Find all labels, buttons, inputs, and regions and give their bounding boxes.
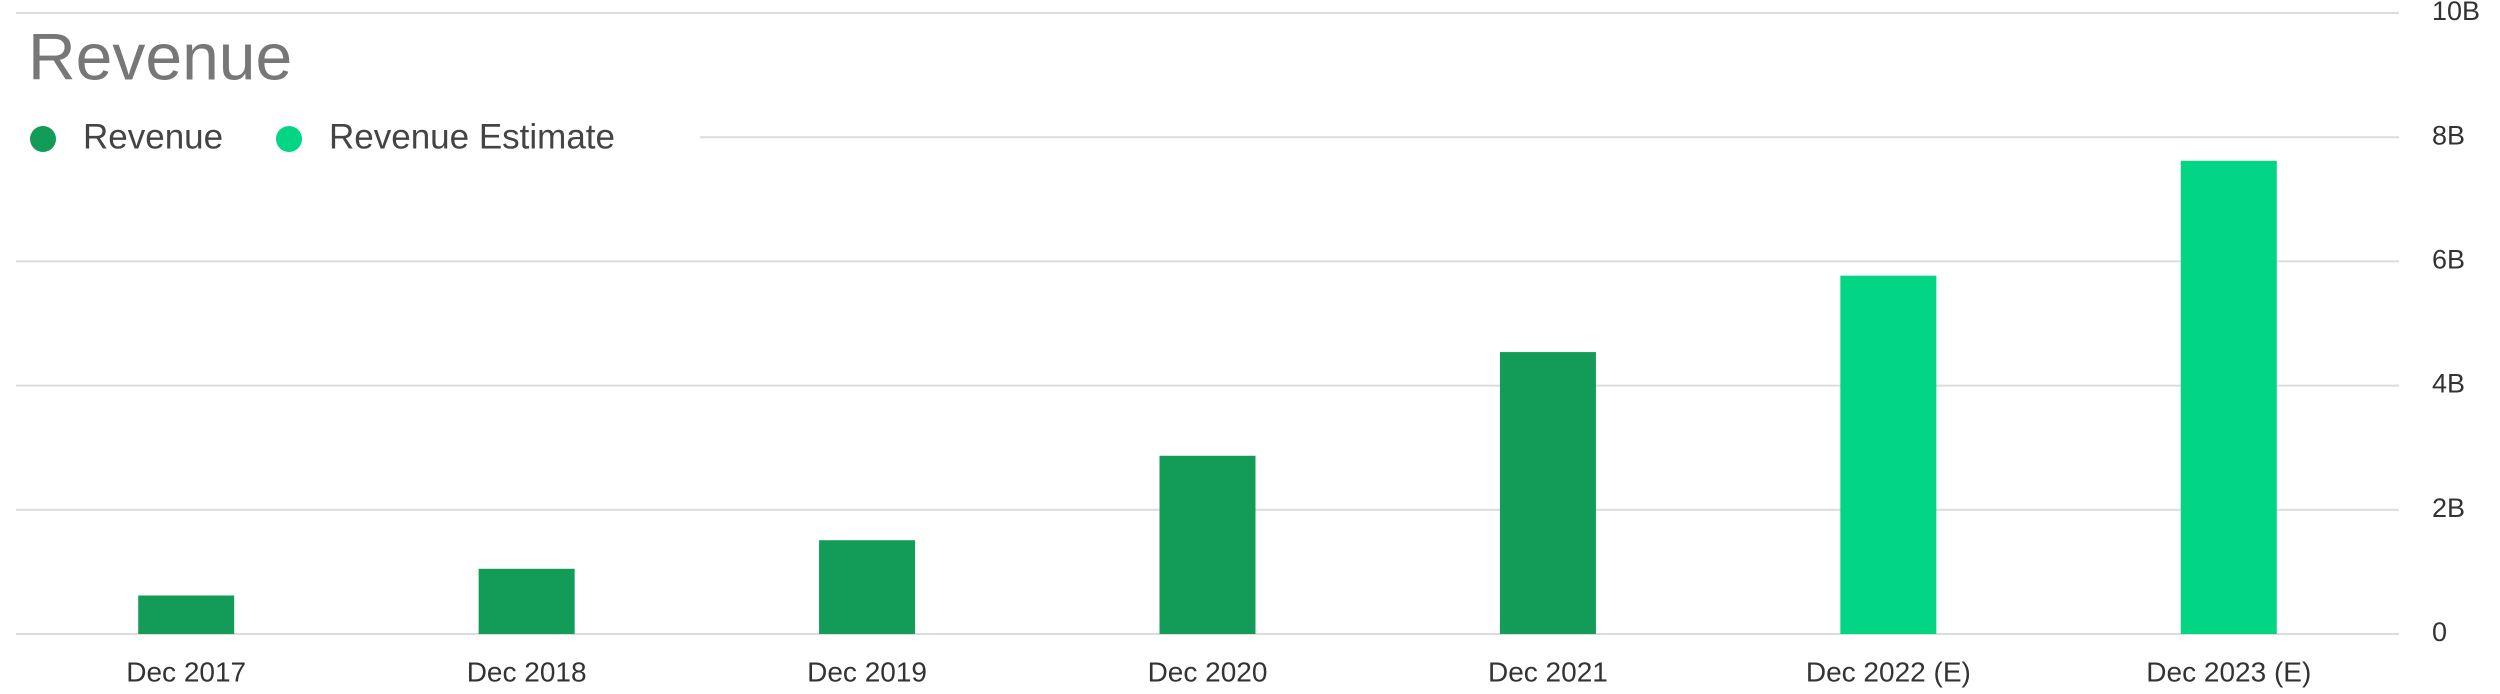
y-tick-label: 10B	[2432, 0, 2480, 26]
x-tick-label: Dec 2019	[807, 656, 927, 687]
bar	[1499, 352, 1596, 634]
legend: Revenue Revenue Estimate	[30, 117, 615, 156]
bar	[478, 568, 575, 634]
y-tick-label: 8B	[2432, 120, 2465, 150]
x-tick-label: Dec 2021	[1488, 656, 1608, 687]
y-tick-label: 6B	[2432, 245, 2465, 275]
x-tick-label: Dec 2017	[126, 656, 246, 687]
chart-title: Revenue	[28, 19, 292, 93]
y-tick-label: 2B	[2432, 493, 2465, 523]
bar	[819, 540, 916, 634]
bar	[1159, 455, 1256, 634]
legend-background	[0, 100, 700, 180]
bar	[2180, 160, 2277, 634]
y-tick-label: 0	[2432, 617, 2447, 647]
legend-marker	[276, 126, 302, 152]
legend-label: Revenue	[83, 117, 223, 156]
bar	[138, 595, 235, 634]
x-tick-label: Dec 2023 (E)	[2146, 656, 2311, 687]
x-tick-label: Dec 2020	[1148, 656, 1268, 687]
y-tick-label: 4B	[2432, 369, 2465, 399]
legend-label: Revenue Estimate	[329, 117, 615, 156]
bar	[1840, 275, 1937, 634]
legend-marker	[30, 126, 56, 152]
bars	[138, 160, 2277, 634]
x-tick-label: Dec 2018	[467, 656, 587, 687]
x-tick-label: Dec 2022 (E)	[1806, 656, 1971, 687]
